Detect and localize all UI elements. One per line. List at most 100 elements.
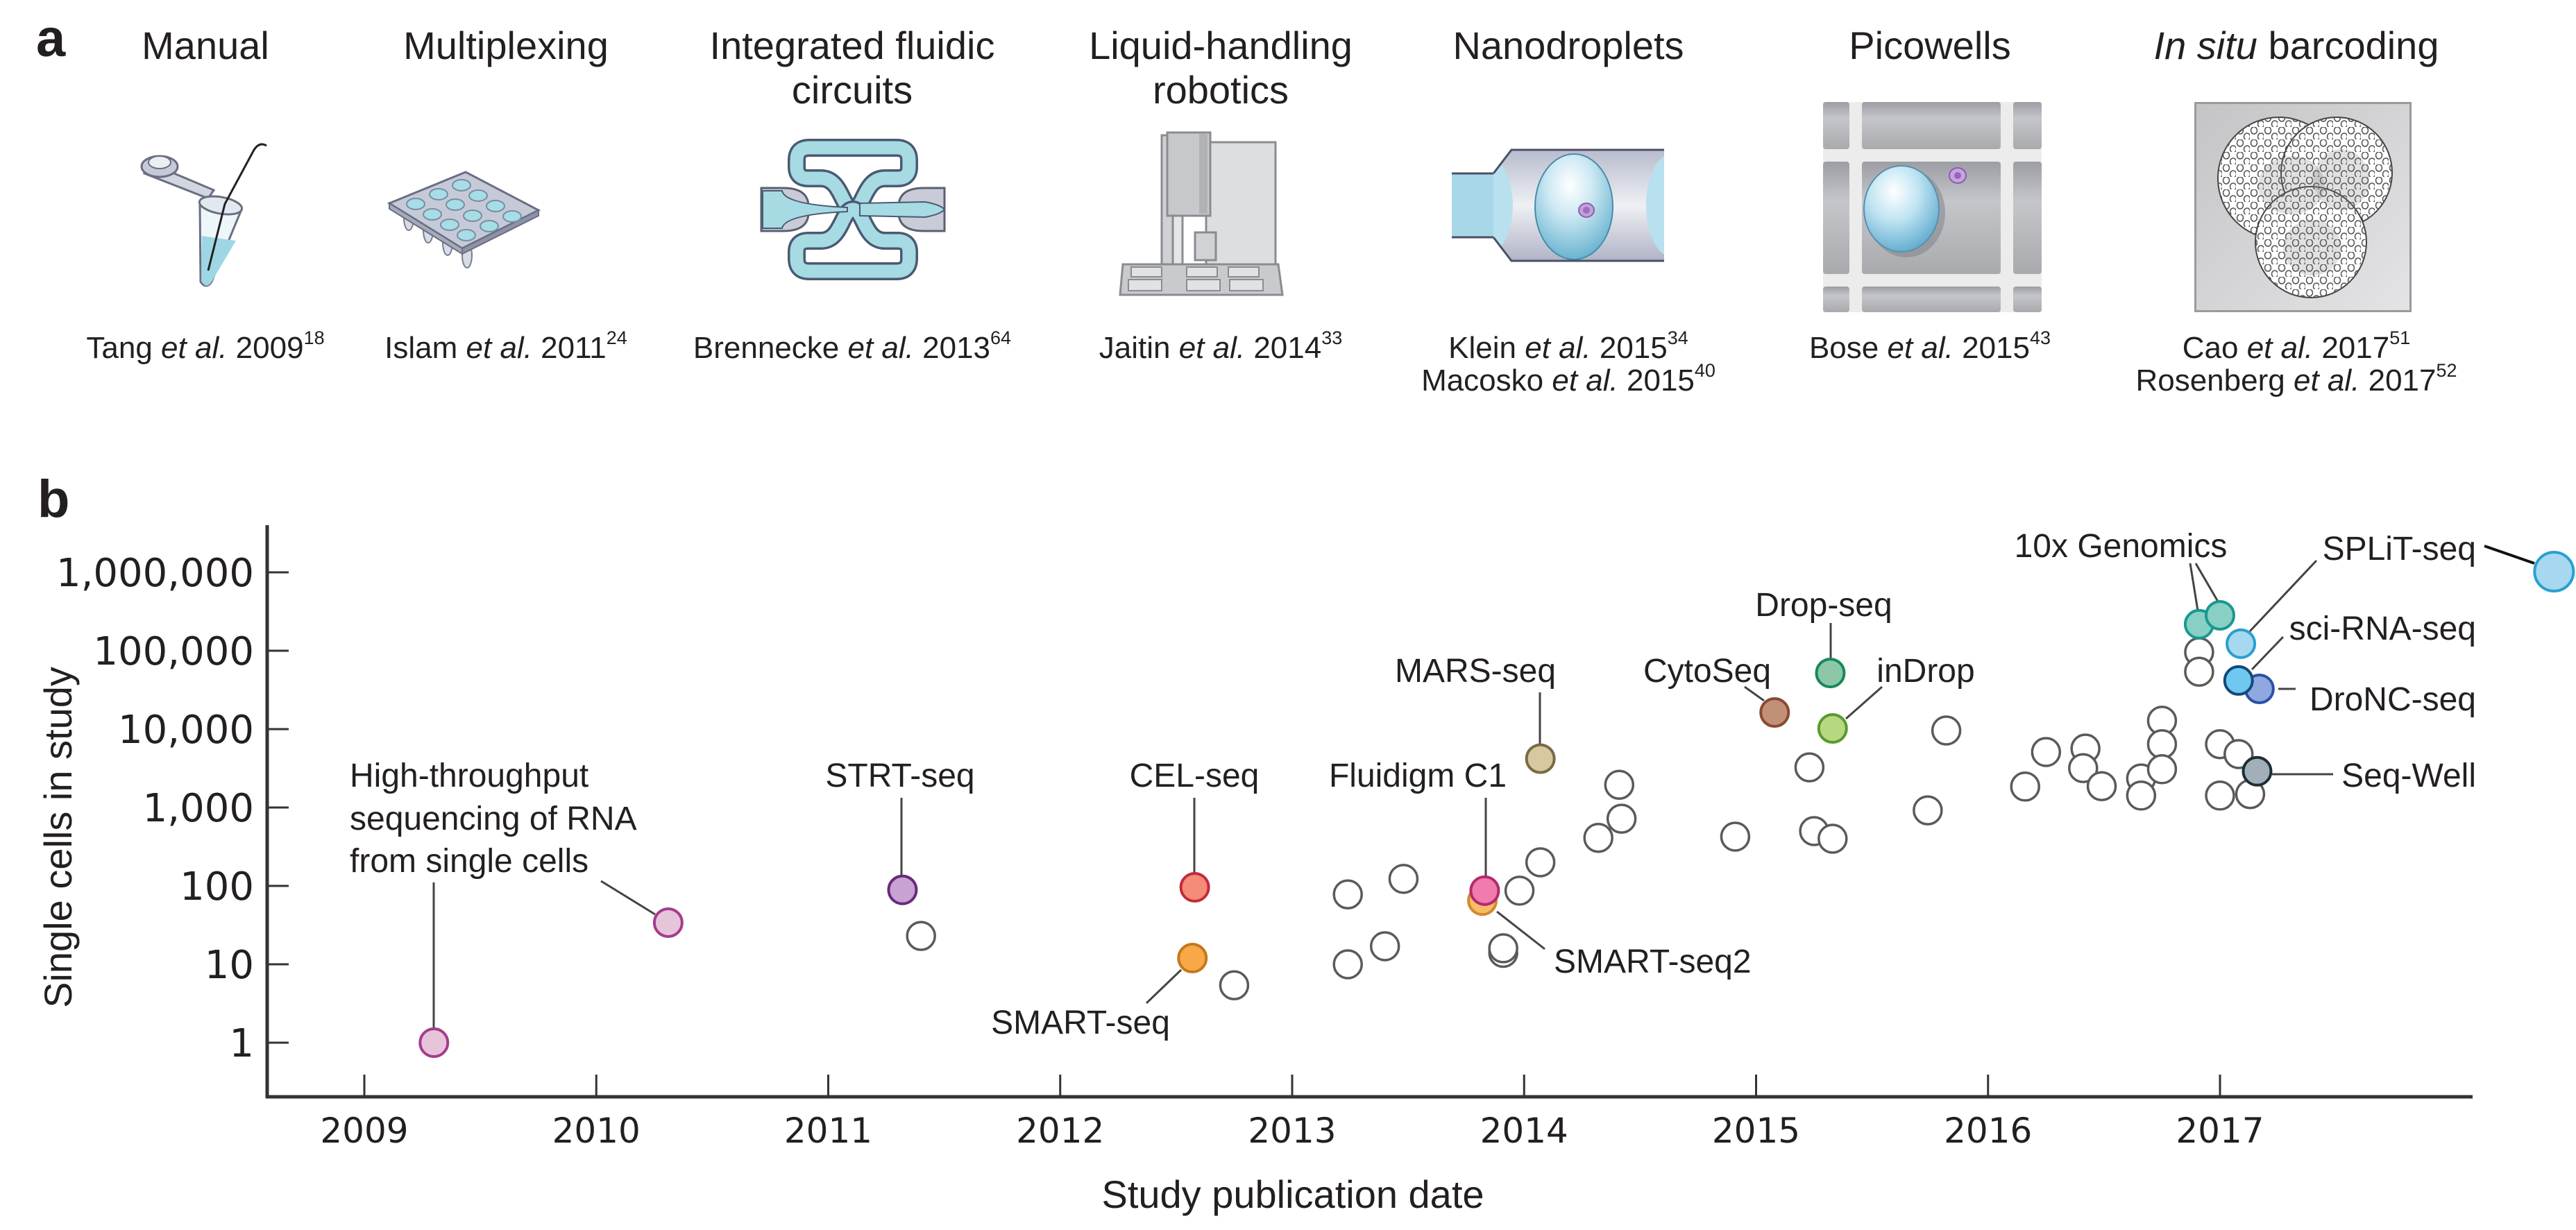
data-point <box>1606 803 1637 834</box>
citation-line: Cao et al. 201751 <box>2088 329 2505 364</box>
data-point-indrop <box>1817 713 1848 744</box>
data-point <box>2010 771 2040 802</box>
title-line: In situ barcoding <box>2102 24 2491 68</box>
data-point <box>1794 752 1825 783</box>
annotation-labels: High-throughput sequencing of RNA from s… <box>350 528 2476 1041</box>
label-dronc-seq: DroNC-seq <box>2310 681 2476 718</box>
data-point <box>1525 847 1556 878</box>
column-title-manual: Manual <box>11 24 400 68</box>
picowell-icon <box>1823 102 2042 312</box>
label-drop-seq: Drop-seq <box>1755 587 1892 624</box>
citation-ref: 18 <box>303 327 325 349</box>
x-tick-label: 2015 <box>1712 1111 1800 1151</box>
citation-etal: et al. <box>466 331 532 365</box>
axis-ticks: 2009 2010 2011 2012 2013 2014 2015 2016 2017 1 10 1… <box>56 551 2264 1151</box>
panel-b-label: b <box>37 470 70 529</box>
x-tick-label: 2013 <box>1248 1111 1336 1151</box>
data-point <box>1369 931 1400 962</box>
data-points <box>418 551 2575 1058</box>
label-high-throughput-line-1: High-throughput <box>350 758 588 794</box>
label-mars-seq: MARS-seq <box>1395 653 1556 690</box>
y-tick-label: 1,000,000 <box>56 551 254 596</box>
y-axis-title: Single cells in study <box>36 667 80 1008</box>
y-tick-label: 100 <box>180 864 254 909</box>
citation-multiplexing: Islam et al. 201124 <box>298 329 714 365</box>
citation-ref: 33 <box>1321 327 1343 349</box>
citation-etal: et al. <box>1178 331 1246 365</box>
data-point <box>2223 739 2254 769</box>
data-point-high-throughput <box>418 1027 450 1058</box>
data-point <box>1504 875 1535 906</box>
title-line: Picowells <box>1849 24 2011 67</box>
citation-author: Tang <box>86 331 153 365</box>
title-line: Manual <box>142 24 269 67</box>
citation-ref: 64 <box>990 327 1012 349</box>
label-fluidigm-c1: Fluidigm C1 <box>1329 758 1507 794</box>
citation-etal: et al. <box>1552 364 1618 398</box>
data-point <box>2086 771 2117 802</box>
citation-nanodroplets: Klein et al. 201534 Macosko et al. 2015 4… <box>1360 329 1777 398</box>
citation-ref: 40 <box>1694 360 1715 382</box>
multiwell-plate-icon <box>387 171 541 268</box>
in-situ-barcoding-icon <box>2194 102 2412 312</box>
axes <box>265 525 2473 1099</box>
citation-author: Klein <box>1448 331 1517 365</box>
citation-author: Rosenberg <box>2135 364 2285 398</box>
title-line: Multiplexing <box>403 24 609 67</box>
fluidic-circuit-icon <box>760 139 946 280</box>
citation-picowells: Bose et al. 201543 <box>1722 329 2138 364</box>
data-point <box>1332 949 1363 980</box>
title-line: Nanodroplets <box>1452 24 1684 67</box>
data-point <box>2146 728 2178 760</box>
y-tick-label: 1 <box>229 1021 254 1066</box>
title-line: circuits <box>791 68 913 112</box>
citation-ref: 34 <box>1667 327 1688 349</box>
data-point-mars-seq <box>1525 743 1556 774</box>
citation-line: Klein et al. 201534 <box>1360 329 1777 365</box>
label-high-throughput-line-2: sequencing of RNA <box>350 801 637 837</box>
citation-year: 2015 <box>1599 331 1668 365</box>
title-line: Liquid-handling <box>1089 24 1353 67</box>
data-point-seq-well <box>2242 755 2273 787</box>
label-10x-genomics: 10x Genomics <box>2015 528 2228 565</box>
leader-line <box>1496 910 1545 950</box>
citation-year: 2014 <box>1253 331 1322 365</box>
citation-ref: 52 <box>2436 360 2457 382</box>
citation-etal: et al. <box>2293 364 2360 398</box>
citation-line: Rosenberg et al. 201752 <box>2088 361 2505 398</box>
liquid-handling-robot-icon <box>1119 131 1284 296</box>
data-point-smart-seq <box>1177 943 1208 974</box>
leader-line <box>2251 635 2285 671</box>
x-tick-label: 2014 <box>1480 1111 1568 1151</box>
data-point-cytoseq <box>1759 697 1790 728</box>
citation-line: Bose et al. 201543 <box>1722 329 2138 364</box>
label-seq-well: Seq-Well <box>2341 758 2476 794</box>
x-tick-label: 2016 <box>1944 1111 2032 1151</box>
column-title-integrated-fluidic-circuits: Integrated fluidic circuits <box>658 24 1046 112</box>
label-cel-seq: CEL-seq <box>1130 758 1260 794</box>
x-tick-label: 2012 <box>1016 1111 1104 1151</box>
leader-line <box>2484 545 2535 565</box>
leader-line <box>2248 559 2318 633</box>
data-point-strt-seq <box>887 874 918 905</box>
data-point <box>2068 753 2099 783</box>
label-high-throughput-line-3: from single cells <box>350 843 588 880</box>
data-point <box>1332 879 1363 909</box>
citation-manual: Tang et al. 200918 <box>0 329 414 365</box>
y-tick-label: 10,000 <box>118 708 254 753</box>
data-point <box>1583 823 1613 853</box>
leader-line <box>2189 563 2199 611</box>
label-strt-seq: STRT-seq <box>825 758 974 794</box>
leader-line <box>1744 685 1765 702</box>
title-rest: barcoding <box>2268 24 2439 67</box>
citation-author: Macosko <box>1421 364 1544 398</box>
data-point-high-throughput <box>652 907 684 938</box>
citation-line: Brennecke et al. 201364 <box>644 329 1060 364</box>
x-axis-title: Study publication date <box>1101 1172 1484 1216</box>
data-point <box>2126 780 2157 811</box>
citation-etal: et al. <box>161 331 228 365</box>
column-title-picowells: Picowells <box>1736 24 2124 68</box>
title-line: robotics <box>1152 68 1289 112</box>
data-point <box>1488 933 1518 964</box>
leader-line <box>600 880 656 916</box>
